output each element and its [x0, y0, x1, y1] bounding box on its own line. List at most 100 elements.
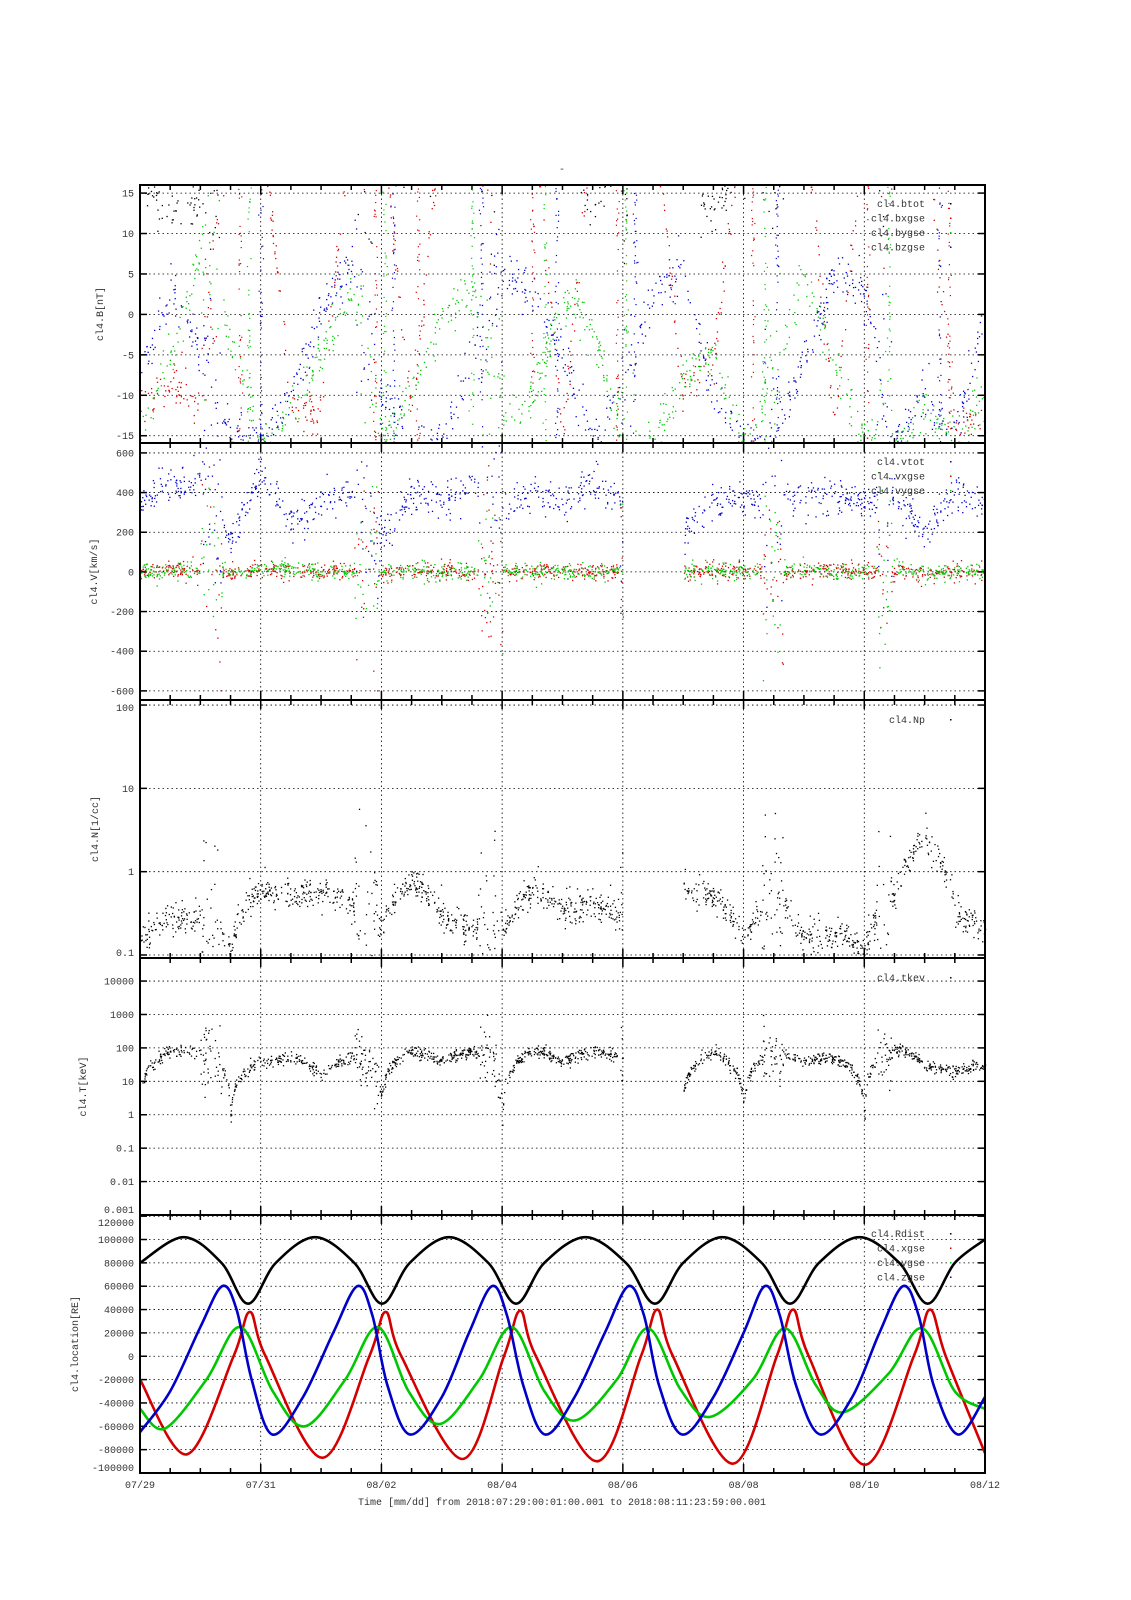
data-point: [433, 204, 436, 207]
data-point: [857, 410, 859, 413]
data-point: [694, 354, 696, 357]
data-point: [933, 199, 936, 201]
data-point: [625, 329, 627, 331]
data-point: [332, 335, 334, 338]
data-point: [708, 355, 710, 357]
data-point: [824, 324, 827, 326]
data-point: [867, 219, 869, 221]
data-point: [323, 358, 326, 360]
data-point: [393, 238, 395, 240]
data-point: [525, 267, 527, 269]
data-point: [882, 225, 885, 228]
data-point: [532, 272, 534, 274]
data-point: [539, 377, 542, 379]
data-point: [779, 272, 781, 275]
data-point: [242, 439, 244, 441]
data-point: [921, 379, 923, 381]
data-point: [480, 271, 483, 274]
data-point: [777, 193, 779, 195]
data-point: [179, 316, 181, 319]
data-point: [544, 269, 547, 272]
data-point: [554, 291, 556, 293]
data-point: [684, 528, 687, 530]
data-point: [836, 286, 839, 288]
data-point: [972, 390, 974, 392]
data-point: [583, 189, 585, 191]
data-point: [691, 357, 693, 359]
data-point: [799, 485, 802, 487]
data-point: [509, 255, 511, 258]
data-point: [566, 305, 568, 308]
data-point: [674, 388, 676, 390]
data-point: [924, 388, 927, 390]
data-point: [555, 433, 558, 436]
legend-marker: [950, 232, 952, 234]
data-point: [289, 402, 292, 404]
data-point: [462, 380, 465, 382]
data-point: [854, 225, 857, 227]
data-point: [661, 424, 663, 426]
data-point: [256, 495, 259, 498]
data-point: [345, 283, 348, 286]
data-point: [764, 380, 766, 382]
data-point: [194, 277, 196, 280]
data-point: [179, 495, 181, 497]
data-point: [719, 196, 721, 198]
data-point: [775, 398, 778, 400]
data-point: [967, 419, 969, 422]
data-point: [175, 308, 177, 310]
data-point: [764, 378, 767, 381]
data-point: [272, 220, 274, 222]
data-point: [825, 296, 828, 299]
data-point: [391, 309, 393, 311]
data-point: [530, 219, 532, 221]
data-point: [335, 261, 337, 263]
data-point: [194, 269, 197, 272]
data-point: [323, 339, 325, 341]
data-point: [710, 348, 712, 351]
data-point: [249, 317, 251, 320]
data-point: [398, 519, 401, 521]
data-point: [555, 422, 557, 424]
data-point: [750, 376, 753, 378]
data-point: [663, 429, 666, 432]
data-point: [356, 286, 358, 288]
data-point: [191, 330, 193, 333]
data-point: [795, 388, 798, 391]
data-point: [392, 286, 394, 289]
data-point: [373, 358, 375, 361]
data-point: [207, 475, 209, 477]
data-point: [392, 216, 395, 218]
data-point: [381, 427, 383, 429]
data-point: [816, 325, 818, 327]
data-point: [720, 487, 722, 489]
data-point: [304, 394, 306, 396]
data-point: [886, 337, 889, 339]
data-point: [930, 412, 932, 415]
data-point: [305, 375, 307, 377]
data-point: [754, 437, 756, 440]
data-point: [828, 394, 830, 396]
data-point: [550, 355, 552, 357]
data-point: [765, 325, 767, 327]
data-point: [667, 418, 669, 420]
data-point: [150, 505, 152, 507]
data-point: [764, 288, 766, 290]
data-point: [238, 188, 240, 191]
data-point: [265, 423, 267, 425]
data-point: [735, 420, 738, 423]
data-point: [532, 389, 534, 391]
data-point: [888, 193, 890, 195]
data-point: [687, 379, 689, 381]
data-point: [493, 255, 496, 257]
data-point: [466, 289, 468, 291]
data-point: [349, 497, 351, 499]
data-point: [412, 377, 414, 380]
data-point: [201, 347, 203, 350]
data-point: [361, 295, 363, 297]
data-point: [567, 347, 570, 349]
data-point: [823, 327, 826, 329]
data-point: [826, 321, 828, 323]
data-point: [297, 523, 299, 525]
data-point: [881, 396, 883, 399]
